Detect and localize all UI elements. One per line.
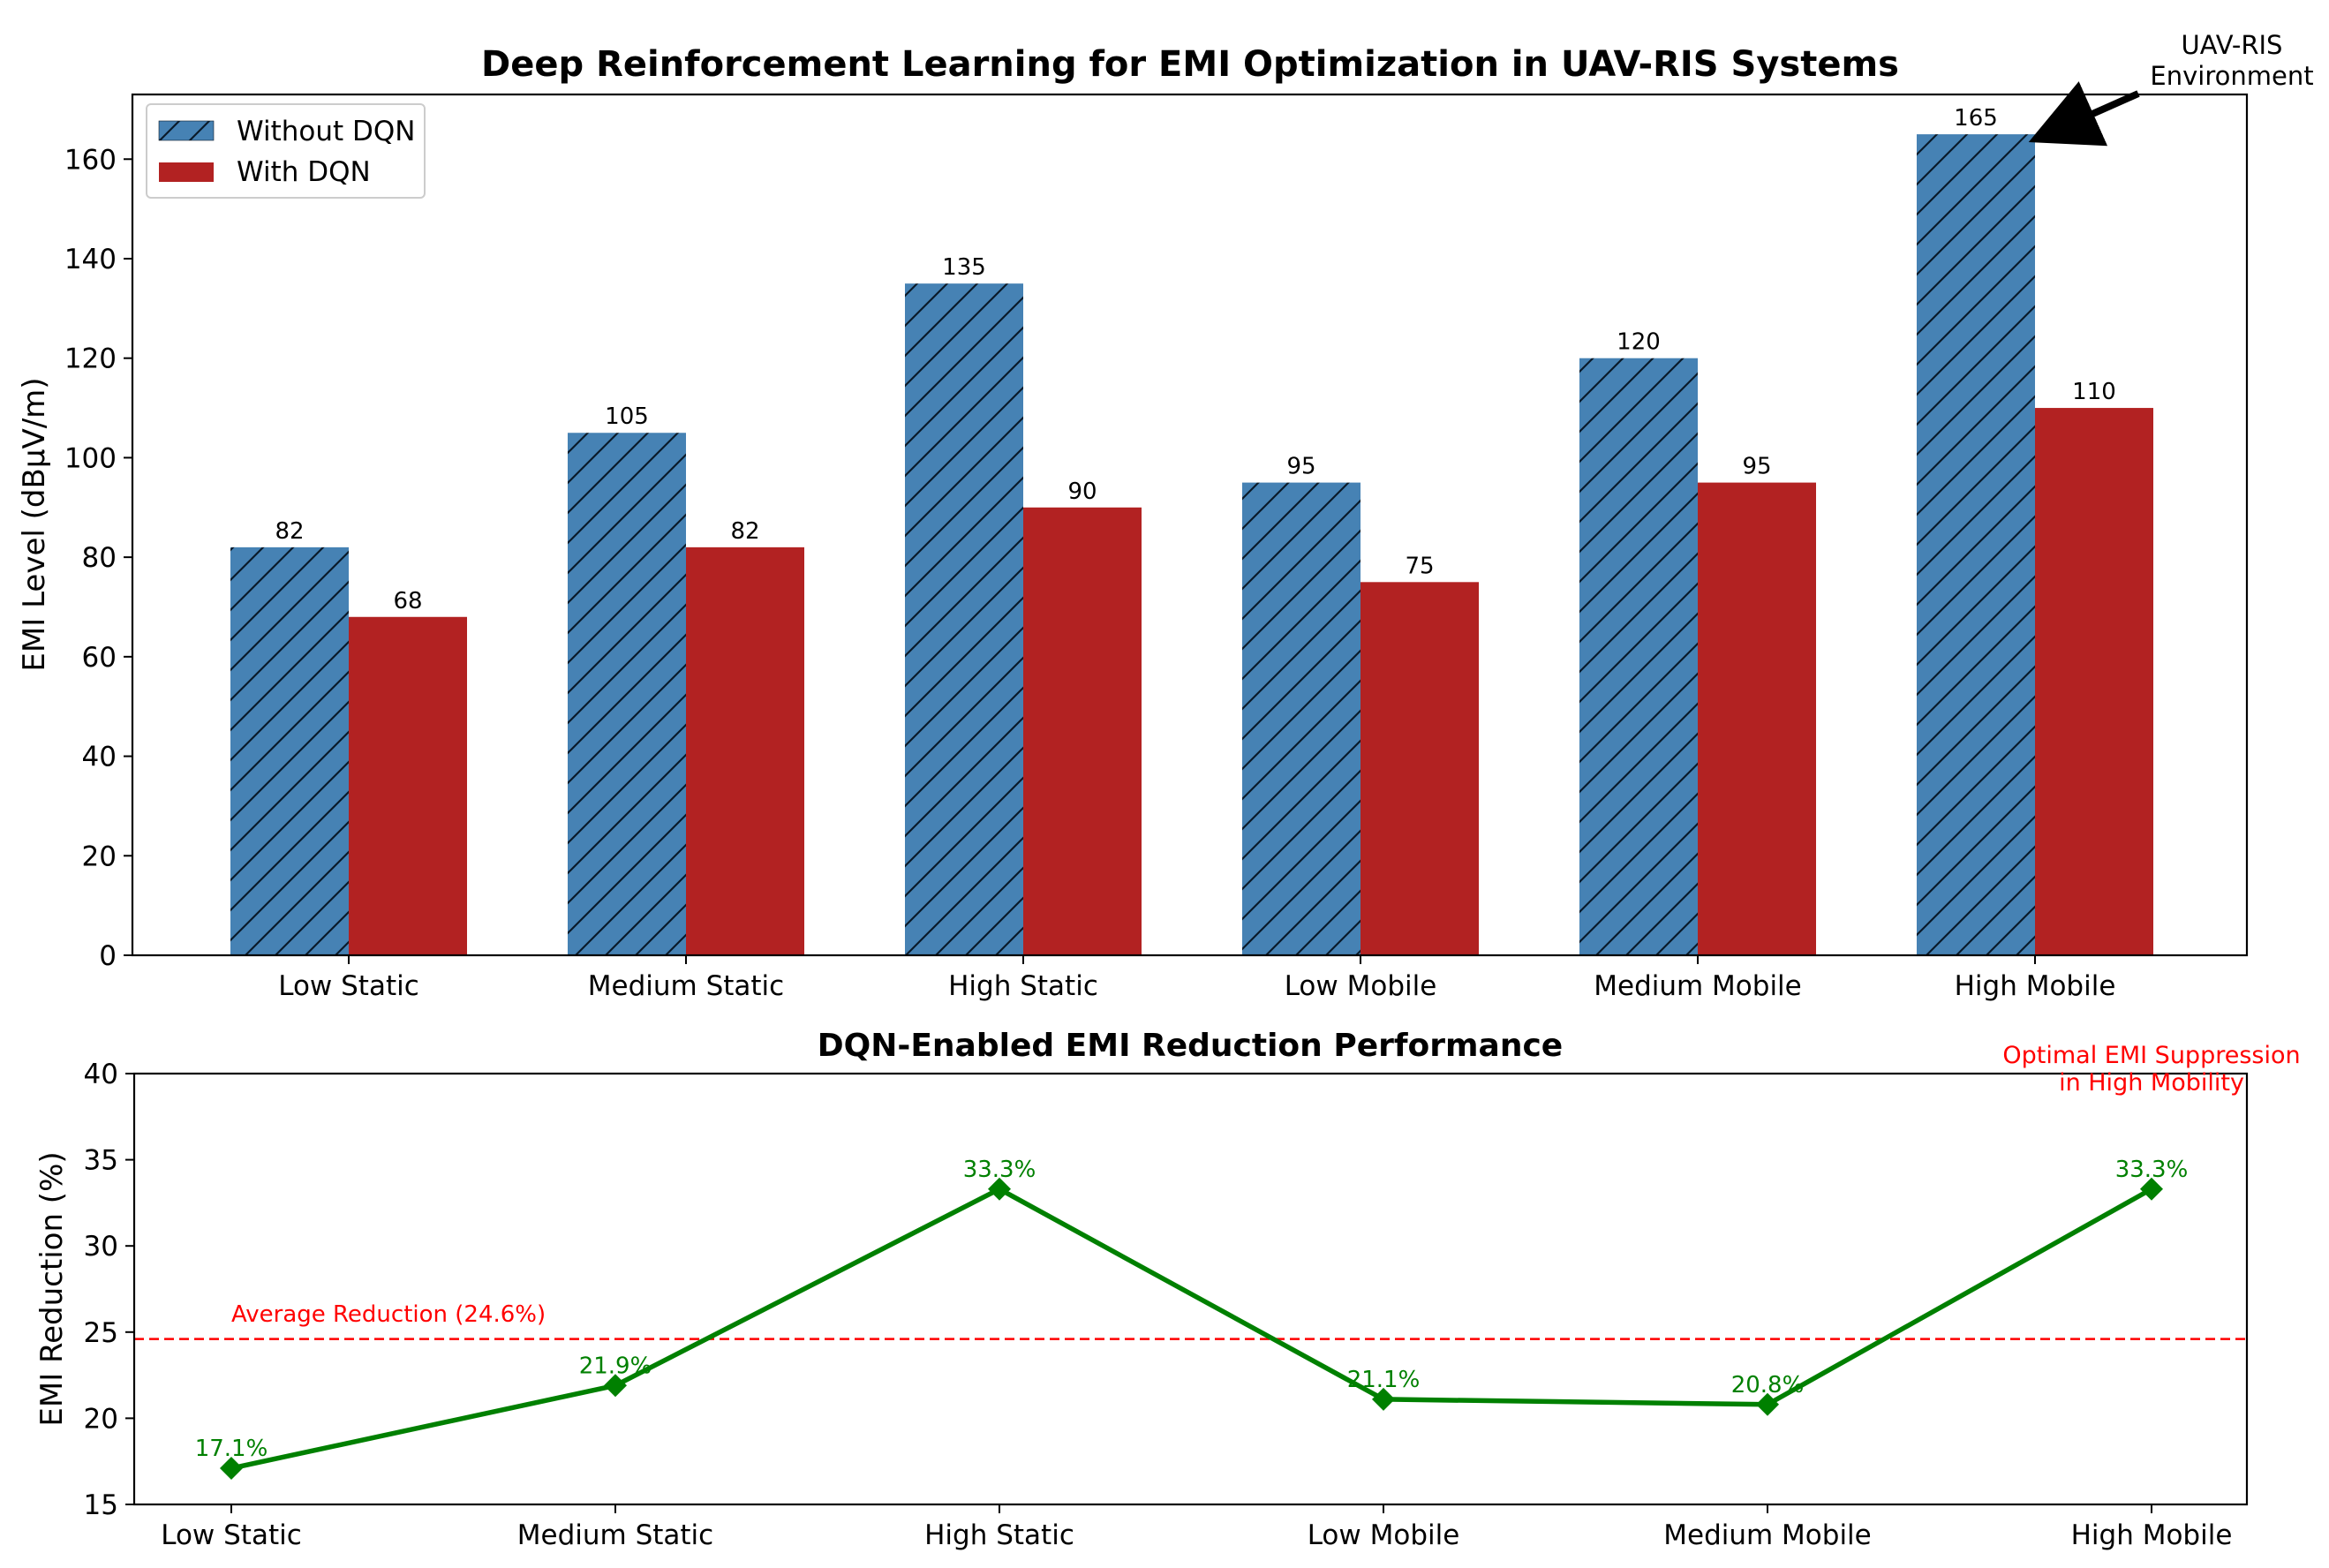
y-tick-label: 160 (64, 144, 117, 176)
bar-with-dqn-medium-mobile (1698, 482, 1816, 955)
point-marker-medium-static (604, 1374, 627, 1398)
x-tick-label: Medium Static (588, 970, 784, 1002)
bar-with-dqn-high-static (1023, 507, 1142, 955)
bar-chart-legend: Without DQN With DQN (146, 103, 426, 199)
legend-swatch-with-dqn (159, 162, 214, 182)
legend-label-with-dqn: With DQN (237, 156, 371, 188)
x-tick-label: Medium Mobile (1594, 970, 1802, 1002)
x-tick-label: Medium Static (517, 1519, 713, 1551)
line-chart-title: DQN-Enabled EMI Reduction Performance (818, 1028, 1563, 1064)
legend-frame (146, 103, 426, 199)
line-chart-y-ticks: 15 20 25 30 35 40 (84, 1059, 134, 1521)
bar-with-dqn-low-static (349, 616, 467, 955)
optimal-annotation-line1: Optimal EMI Suppression (2002, 1042, 2300, 1069)
bar-without-dqn-medium-mobile (1579, 358, 1698, 955)
bar-value-label: 82 (275, 518, 304, 545)
bar-chart-title: Deep Reinforcement Learning for EMI Opti… (481, 44, 1899, 85)
line-chart: DQN-Enabled EMI Reduction Performance 15… (34, 1028, 2301, 1551)
point-value-label: 21.9% (579, 1353, 652, 1379)
bar-chart-bar-labels: 82 68 105 82 135 90 95 75 120 95 165 110 (275, 105, 2115, 614)
y-tick-label: 80 (82, 542, 117, 574)
y-tick-label: 15 (84, 1489, 118, 1521)
annotation-line2: Environment (2150, 61, 2313, 91)
y-tick-label: 140 (64, 244, 117, 275)
bar-value-label: 105 (605, 403, 649, 430)
bar-chart-y-ticks: 0 20 40 60 80 100 120 140 160 (64, 144, 132, 972)
bar-chart-y-axis-label: EMI Level (dBμV/m) (17, 377, 52, 671)
point-value-label: 33.3% (2115, 1157, 2189, 1183)
line-chart-y-axis-label: EMI Reduction (%) (34, 1151, 70, 1426)
x-tick-label: Low Mobile (1285, 970, 1437, 1002)
y-tick-label: 35 (84, 1145, 118, 1177)
point-marker-medium-mobile (1756, 1392, 1779, 1416)
reference-line-label: Average Reduction (24.6%) (231, 1301, 546, 1328)
bar-with-dqn-high-mobile (2035, 408, 2153, 955)
line-chart-annotation: Optimal EMI Suppression in High Mobility (2002, 1042, 2300, 1097)
line-chart-frame (132, 1072, 2249, 1506)
reduction-line (230, 1187, 2153, 1471)
bar-value-label: 135 (942, 254, 986, 281)
bar-chart-x-ticks: Low Static Medium Static High Static Low Mo… (278, 955, 2115, 1002)
bar-without-dqn-high-mobile (1917, 134, 2035, 956)
bar-chart: Deep Reinforcement Learning for EMI Opti… (17, 30, 2314, 1002)
bar-chart-annotation: UAV-RIS Environment (2028, 30, 2314, 147)
y-tick-label: 40 (82, 742, 117, 773)
x-tick-label: High Static (948, 970, 1098, 1002)
bar-value-label: 95 (1742, 454, 1771, 480)
x-tick-label: Low Mobile (1308, 1519, 1460, 1551)
bar-without-dqn-low-mobile (1242, 482, 1360, 955)
legend-swatch-without-dqn (158, 120, 215, 141)
y-tick-label: 20 (82, 841, 117, 872)
point-marker-low-mobile (1372, 1387, 1395, 1411)
bar-with-dqn-medium-static (686, 547, 804, 955)
point-value-label: 21.1% (1347, 1367, 1421, 1393)
point-marker-high-mobile (2140, 1177, 2163, 1201)
legend-label-without-dqn: Without DQN (237, 116, 415, 147)
point-value-label: 20.8% (1731, 1372, 1805, 1398)
y-tick-label: 25 (84, 1317, 118, 1349)
bar-value-label: 82 (730, 518, 759, 545)
annotation-line1: UAV-RIS (2182, 30, 2283, 60)
x-tick-label: High Mobile (1955, 970, 2116, 1002)
bar-value-label: 75 (1405, 553, 1434, 579)
line-chart-series (220, 1177, 2163, 1481)
point-marker-low-static (220, 1457, 243, 1481)
point-marker-high-static (988, 1177, 1011, 1201)
x-tick-label: Medium Mobile (1663, 1519, 1872, 1551)
bar-without-dqn-medium-static (568, 433, 686, 955)
bar-with-dqn-low-mobile (1360, 582, 1479, 955)
y-tick-label: 0 (99, 940, 117, 972)
point-value-label: 17.1% (195, 1436, 268, 1462)
bar-value-label: 165 (1954, 105, 1998, 132)
x-tick-label: High Mobile (2071, 1519, 2233, 1551)
point-value-label: 33.3% (963, 1157, 1036, 1183)
bar-value-label: 90 (1067, 479, 1097, 505)
optimal-annotation-line2: in High Mobility (2059, 1069, 2244, 1097)
y-tick-label: 60 (82, 642, 117, 674)
x-tick-label: Low Static (161, 1519, 302, 1551)
y-tick-label: 30 (84, 1231, 118, 1263)
bar-without-dqn-low-static (230, 547, 349, 955)
line-chart-x-ticks: Low Static Medium Static High Static Low Mo… (161, 1504, 2232, 1551)
y-tick-label: 100 (64, 442, 117, 474)
bar-value-label: 95 (1286, 454, 1315, 480)
bar-value-label: 110 (2072, 379, 2116, 405)
x-tick-label: High Static (924, 1519, 1074, 1551)
bar-chart-frame (131, 93, 2249, 957)
y-tick-label: 20 (84, 1403, 118, 1435)
annotation-arrow (2028, 81, 2140, 147)
line-chart-point-labels: 17.1% 21.9% 33.3% 21.1% 20.8% 33.3% (195, 1157, 2189, 1462)
bar-value-label: 68 (393, 588, 422, 614)
bar-value-label: 120 (1617, 329, 1661, 356)
x-tick-label: Low Static (278, 970, 419, 1002)
y-tick-label: 120 (64, 343, 117, 375)
bar-without-dqn-high-static (905, 283, 1023, 955)
bar-chart-bars (230, 134, 2153, 956)
y-tick-label: 40 (84, 1059, 118, 1090)
